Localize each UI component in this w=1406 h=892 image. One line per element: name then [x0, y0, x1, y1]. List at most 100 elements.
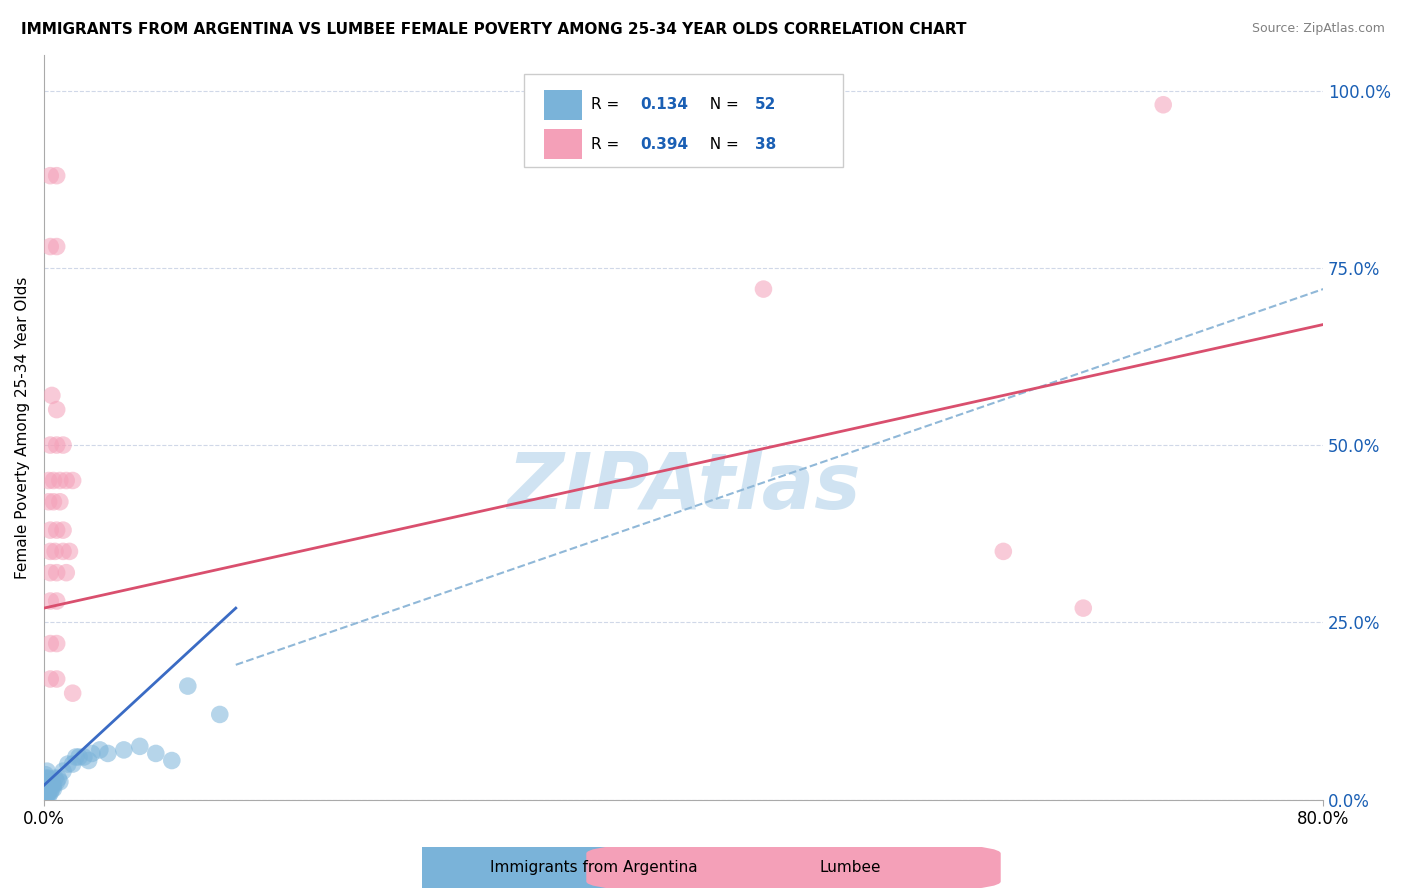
Point [41, 778, 63, 792]
Point [45, 438, 67, 452]
Point [52, 523, 75, 537]
Point [39, 785, 62, 799]
Point [41, 774, 63, 789]
Text: 52: 52 [755, 97, 776, 112]
Point [35, 778, 58, 792]
Point [39, 672, 62, 686]
Point [34, 785, 56, 799]
Point [67, 750, 90, 764]
Point [34, 774, 56, 789]
Point [112, 743, 135, 757]
Point [39, 636, 62, 650]
Point [45, 523, 67, 537]
Point [42, 474, 65, 488]
Text: N =: N = [700, 136, 744, 152]
Point [35, 774, 58, 789]
Point [38, 771, 60, 785]
Point [58, 544, 80, 558]
Point [34, 781, 56, 796]
Text: Immigrants from Argentina: Immigrants from Argentina [491, 860, 697, 875]
Point [45, 774, 67, 789]
Point [46, 771, 69, 785]
Point [35, 785, 58, 799]
Point [44, 771, 66, 785]
Point [35, 789, 58, 803]
Point [44, 544, 66, 558]
Point [52, 764, 75, 779]
Point [35, 764, 58, 779]
Point [62, 474, 84, 488]
Point [752, 282, 775, 296]
Text: IMMIGRANTS FROM ARGENTINA VS LUMBEE FEMALE POVERTY AMONG 25-34 YEAR OLDS CORRELA: IMMIGRANTS FROM ARGENTINA VS LUMBEE FEMA… [21, 22, 966, 37]
Text: R =: R = [592, 136, 624, 152]
Point [34, 787, 56, 801]
Point [177, 679, 200, 693]
Point [34, 768, 56, 782]
Point [52, 438, 75, 452]
Point [73, 750, 96, 764]
FancyBboxPatch shape [257, 841, 672, 892]
Point [208, 707, 231, 722]
Point [45, 239, 67, 253]
Point [41, 388, 63, 402]
Point [38, 778, 60, 792]
Point [39, 169, 62, 183]
Point [38, 789, 60, 803]
Point [97, 747, 120, 761]
FancyBboxPatch shape [544, 129, 582, 159]
Point [45, 594, 67, 608]
Point [128, 739, 150, 754]
Point [62, 757, 84, 772]
Point [42, 778, 65, 792]
Point [42, 495, 65, 509]
Point [38, 785, 60, 799]
Point [38, 774, 60, 789]
Point [45, 566, 67, 580]
Point [39, 239, 62, 253]
Point [77, 754, 100, 768]
Point [38, 495, 60, 509]
Point [34, 784, 56, 798]
Point [39, 778, 62, 792]
Text: 38: 38 [755, 136, 776, 152]
Point [56, 757, 79, 772]
Point [49, 474, 72, 488]
Point [35, 781, 58, 796]
Point [49, 774, 72, 789]
Point [35, 787, 58, 801]
Text: 0.394: 0.394 [640, 136, 688, 152]
FancyBboxPatch shape [523, 74, 844, 167]
Point [45, 402, 67, 417]
Point [160, 754, 183, 768]
Point [38, 474, 60, 488]
Point [45, 169, 67, 183]
Text: R =: R = [592, 97, 624, 112]
Point [1152, 97, 1174, 112]
Point [49, 495, 72, 509]
Text: ZIPAtlas: ZIPAtlas [506, 449, 860, 524]
Text: N =: N = [700, 97, 744, 112]
Point [38, 781, 60, 796]
Text: Lumbee: Lumbee [820, 860, 880, 875]
Point [89, 743, 111, 757]
Point [35, 771, 58, 785]
Point [39, 774, 62, 789]
Point [34, 789, 56, 803]
Point [45, 636, 67, 650]
Point [34, 778, 56, 792]
FancyBboxPatch shape [544, 90, 582, 120]
Point [39, 594, 62, 608]
Point [39, 438, 62, 452]
Point [42, 781, 65, 796]
Point [39, 566, 62, 580]
Text: 0.134: 0.134 [640, 97, 688, 112]
Point [34, 780, 56, 794]
Point [62, 686, 84, 700]
Point [45, 672, 67, 686]
Point [39, 523, 62, 537]
Point [55, 474, 77, 488]
Text: Source: ZipAtlas.com: Source: ZipAtlas.com [1251, 22, 1385, 36]
Point [39, 544, 62, 558]
Y-axis label: Female Poverty Among 25-34 Year Olds: Female Poverty Among 25-34 Year Olds [15, 277, 30, 579]
Point [65, 750, 87, 764]
